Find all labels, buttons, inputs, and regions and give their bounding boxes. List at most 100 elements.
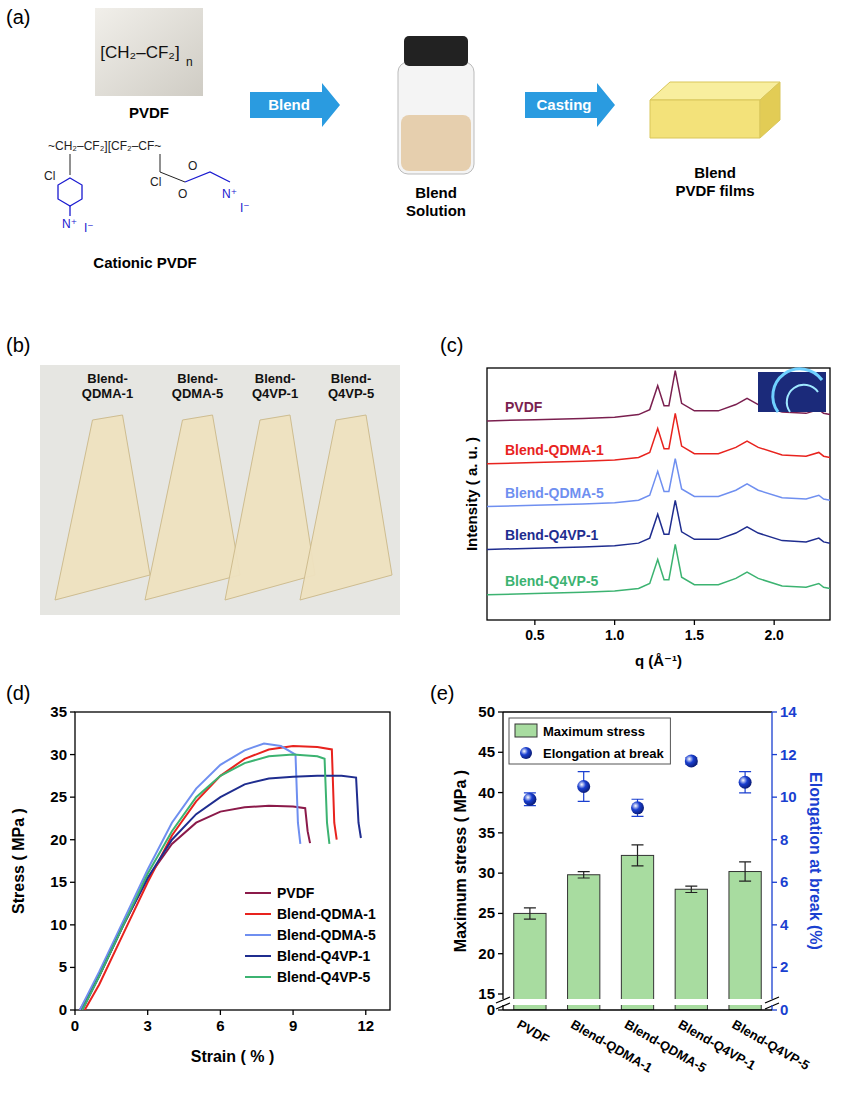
frame — [487, 368, 830, 620]
tick — [70, 754, 75, 755]
tick — [772, 882, 777, 883]
line — [487, 500, 830, 549]
tick-label: 1.0 — [605, 627, 625, 643]
label: O — [178, 187, 187, 201]
error-bar — [739, 862, 751, 881]
tick — [772, 967, 777, 968]
tick-label: 0 — [780, 1001, 788, 1018]
error-bar — [632, 799, 644, 816]
tick-label: 50 — [478, 703, 495, 720]
panel-letter: (c) — [440, 334, 463, 356]
error-bar — [524, 908, 536, 919]
tick-label: 0 — [59, 1001, 67, 1018]
tick-label: 45 — [478, 743, 495, 760]
tick — [772, 754, 777, 755]
tick — [534, 620, 535, 625]
tick-label: 25 — [50, 788, 67, 805]
film — [650, 100, 760, 138]
tick — [498, 792, 503, 793]
label: [CH₂–CF₂] — [100, 43, 179, 62]
frame — [503, 711, 772, 712]
label: Blend-QDMA-1 — [82, 371, 133, 401]
plot-area — [514, 754, 761, 1010]
bar — [514, 913, 546, 1010]
point — [631, 801, 644, 814]
legend-line — [245, 955, 271, 957]
axis-y2 — [771, 712, 772, 1010]
legend-line — [245, 934, 271, 936]
tick-label: 20 — [50, 831, 67, 848]
tick — [147, 1010, 148, 1015]
bond — [70, 172, 230, 216]
label: Blend-Q4VP-5 — [328, 371, 374, 401]
label: O — [188, 159, 197, 173]
tick-label: 2 — [780, 958, 788, 975]
tick-label: Blend-Q4VP-5 — [730, 1017, 813, 1073]
bar — [729, 872, 761, 1010]
tick — [74, 1010, 75, 1015]
tick-label: 35 — [50, 703, 67, 720]
plot-area — [487, 371, 830, 595]
legend-label: Blend-Q4VP-5 — [505, 573, 599, 589]
label: N⁺ — [222, 187, 237, 201]
tick-label: 35 — [478, 824, 495, 841]
tick — [220, 1010, 221, 1015]
tick — [70, 967, 75, 968]
legend-label: Maximum stress — [543, 724, 645, 739]
tick-label: 10 — [50, 916, 67, 933]
tick-label: PVDF — [514, 1017, 552, 1047]
legend-label: PVDF — [505, 399, 543, 415]
tick-label: 40 — [478, 784, 495, 801]
figure: (a)(b)(c)(d)(e)[CH₂–CF₂]nPVDF~CH₂–CF₂][C… — [0, 0, 841, 1113]
tick — [70, 882, 75, 883]
solution — [401, 115, 471, 171]
label: BlendSolution — [406, 184, 466, 219]
tick — [694, 620, 695, 625]
tick-label: 8 — [780, 831, 788, 848]
error-bar — [578, 872, 590, 878]
inset-ring — [787, 385, 818, 412]
tick-label: 0.5 — [525, 627, 545, 643]
tick-label: 15 — [50, 873, 67, 890]
tick-label: 0 — [487, 1001, 495, 1018]
tick — [614, 620, 615, 625]
tick-label: 3 — [144, 1017, 152, 1034]
tick — [498, 872, 503, 873]
line — [487, 459, 830, 507]
tick-label: 10 — [780, 788, 797, 805]
legend-label: Blend-Q4VP-1 — [277, 948, 371, 964]
legend-label: Elongation at break — [543, 746, 664, 761]
film-photo — [55, 415, 150, 600]
label: Casting — [536, 96, 591, 113]
tick — [498, 913, 503, 914]
tick — [70, 924, 75, 925]
panel-letter: (b) — [6, 334, 30, 356]
axis-title: Stress ( MPa ) — [10, 808, 27, 914]
legend-label: Blend-QDMA-1 — [277, 906, 376, 922]
panel-letter: (e) — [430, 682, 454, 704]
tick — [365, 1010, 366, 1015]
legend-line — [245, 976, 271, 978]
label: I⁻ — [240, 201, 250, 215]
tick-label: 12 — [780, 746, 797, 763]
tick — [292, 1010, 293, 1015]
tick — [70, 1009, 75, 1010]
tick — [772, 839, 777, 840]
arrow — [250, 83, 340, 127]
label: Cl — [44, 169, 55, 183]
line — [80, 744, 301, 1011]
tick — [498, 832, 503, 833]
legend-line — [245, 892, 271, 894]
tick — [70, 711, 75, 712]
axis-title: Strain ( % ) — [191, 1048, 275, 1065]
axis-break — [495, 999, 780, 1005]
tick-label: 9 — [289, 1017, 297, 1034]
bottle — [398, 62, 474, 174]
label: Cl — [150, 175, 161, 189]
line — [80, 806, 310, 1010]
legend-label: Blend-Q4VP-5 — [277, 969, 371, 985]
tick-label: 5 — [59, 958, 67, 975]
bar — [621, 855, 653, 1010]
error-bar — [578, 772, 590, 802]
frame — [75, 712, 390, 1010]
